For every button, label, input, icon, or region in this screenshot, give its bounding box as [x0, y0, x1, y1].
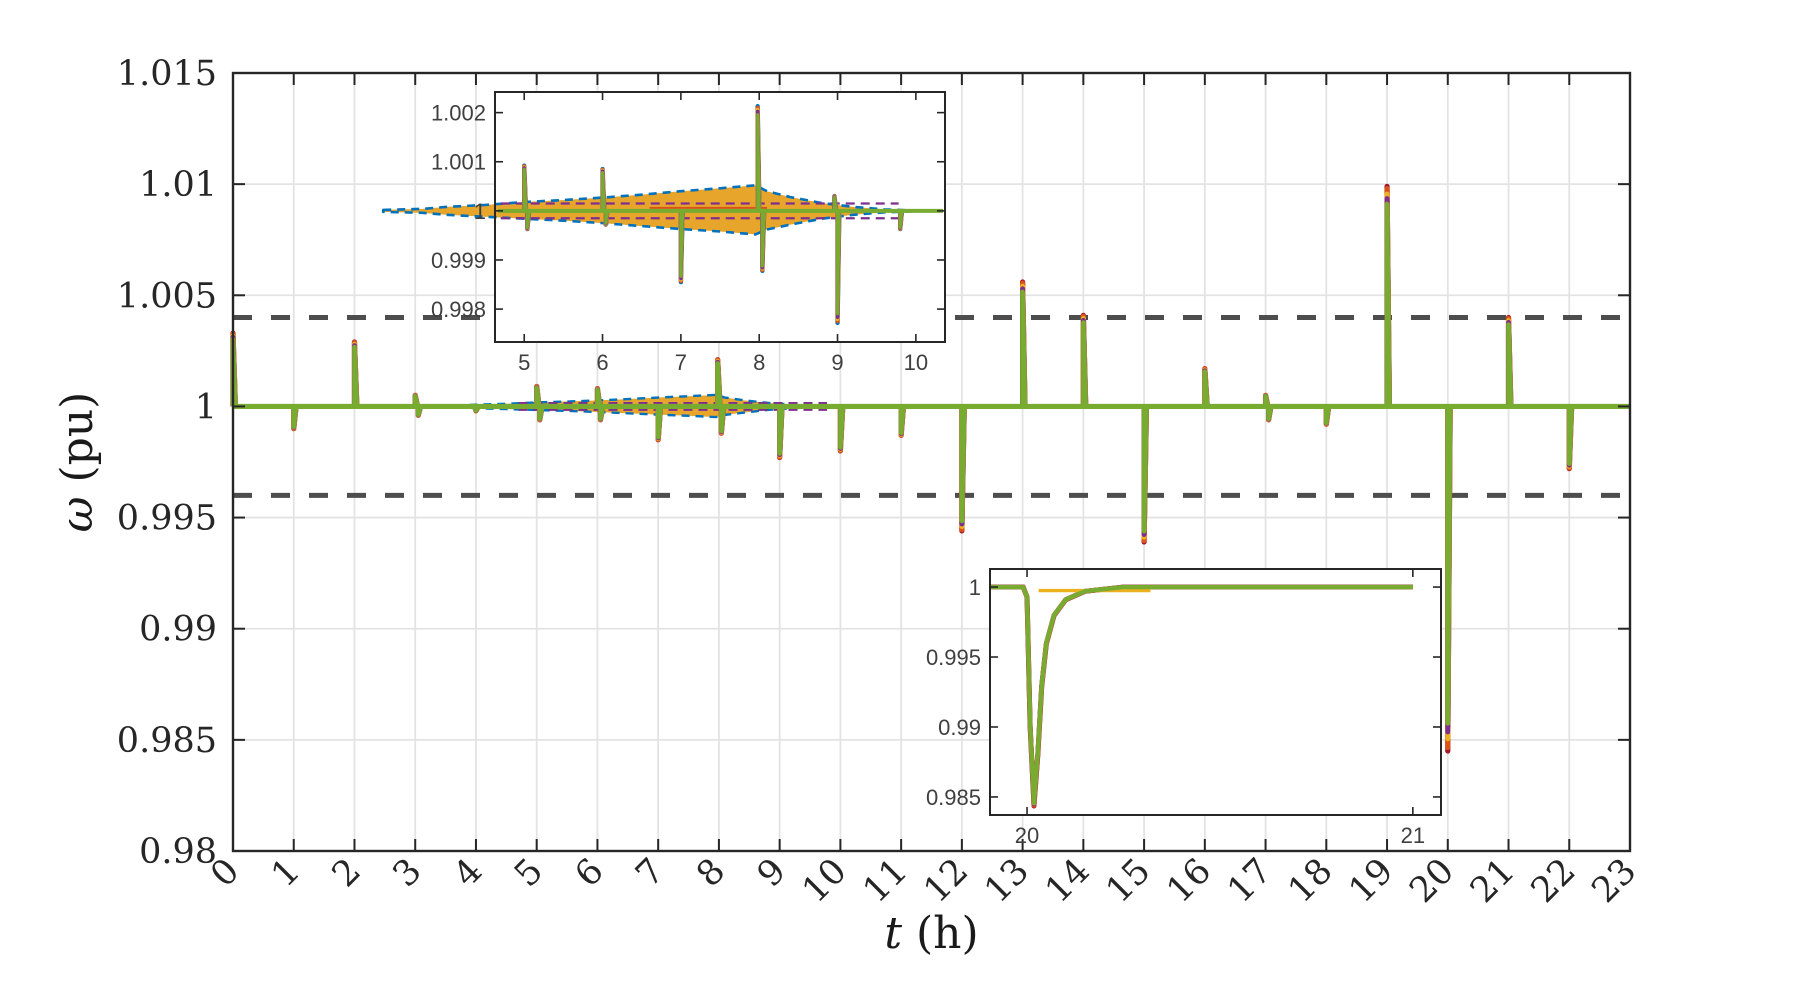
- axis-labels: ω (pu) t (h): [52, 392, 979, 959]
- inset-y-tick-label: 0.999: [431, 248, 486, 273]
- inset-x-tick-label: 6: [596, 350, 608, 375]
- y-tick-label: 0.99: [139, 610, 217, 650]
- inset-x-tick-label: 7: [675, 350, 687, 375]
- y-tick-label: 0.98: [139, 832, 217, 872]
- y-tick-label: 1: [195, 387, 217, 427]
- inset-y-tick-label: 1: [969, 575, 981, 600]
- inset-y-tick-label: 0.995: [926, 645, 981, 670]
- x-axis-label: t (h): [884, 908, 978, 959]
- inset-y-tick-label: 0.99: [938, 715, 981, 740]
- inset-x-tick-label: 10: [904, 350, 928, 375]
- inset-y-tick-label: 1.002: [431, 101, 486, 126]
- inset-x-tick-label: 9: [831, 350, 843, 375]
- inset-x-tick-label: 20: [1015, 823, 1039, 848]
- inset-x-tick-label: 5: [518, 350, 530, 375]
- inset-hour20-zoom: 20 21 0.985 0.99 0.995 1: [926, 568, 1442, 848]
- y-tick-label: 1.005: [117, 276, 217, 316]
- y-tick-label: 1.015: [117, 54, 217, 94]
- inset-y-tick-label: 1.001: [431, 150, 486, 175]
- inset-x-tick-label: 8: [753, 350, 765, 375]
- y-tick-label: 0.995: [117, 499, 217, 539]
- inset-y-tick-label: 0.998: [431, 297, 486, 322]
- main-axes-frame: [231, 71, 1632, 853]
- y-tick-label: 1.01: [139, 165, 217, 205]
- inset-y-tick-label: 1: [474, 199, 486, 224]
- y-tick-labels: 0.98 0.985 0.99 0.995 1 1.005 1.01 1.015: [117, 54, 217, 872]
- inset-midday-zoom: 5 6 7 8 9 10 0.998 0.999 1 1.001 1.002: [381, 91, 946, 375]
- inset-x-tick-label: 21: [1401, 823, 1425, 848]
- y-tick-label: 0.985: [117, 721, 217, 761]
- scenario-traces-main: [230, 183, 1630, 754]
- y-axis-label: ω (pu): [52, 392, 103, 533]
- main-axes-ticks: [232, 72, 1631, 852]
- inset-y-tick-label: 0.985: [926, 785, 981, 810]
